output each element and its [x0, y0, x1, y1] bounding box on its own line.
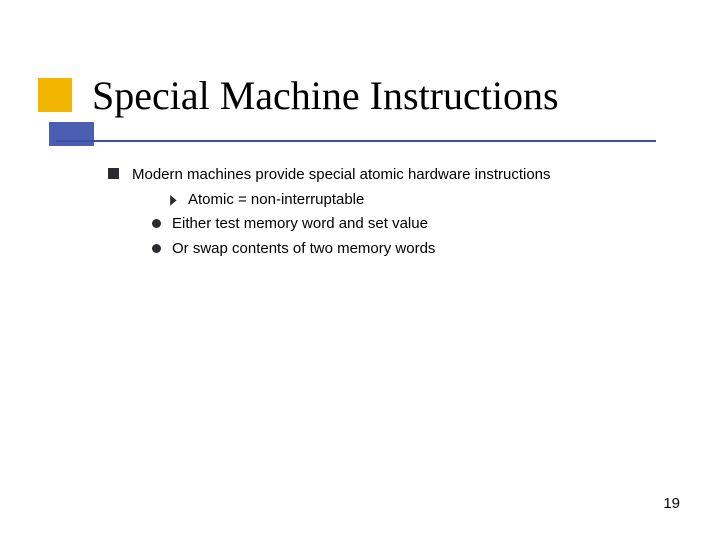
- square-bullet-icon: [108, 168, 119, 179]
- bullet-sub-arrow-text: Atomic = non-interruptable: [188, 191, 364, 208]
- title-underline: [56, 140, 656, 142]
- bullet-sub-circle-1-text: Either test memory word and set value: [172, 215, 428, 232]
- bullet-sub-circle-2: Or swap contents of two memory words: [108, 238, 668, 261]
- circle-bullet-icon: [152, 244, 161, 253]
- arrow-bullet-icon: ▶: [170, 189, 176, 210]
- bullet-sub-arrow: ▶ Atomic = non-interruptable: [108, 189, 668, 212]
- bullet-sub-circle-2-text: Or swap contents of two memory words: [172, 240, 435, 257]
- bullet-main: Modern machines provide special atomic h…: [108, 164, 668, 187]
- blue-rectangle: [49, 122, 94, 146]
- title-decoration: [38, 78, 94, 146]
- circle-bullet-icon: [152, 219, 161, 228]
- bullet-main-text: Modern machines provide special atomic h…: [132, 166, 551, 183]
- slide-title: Special Machine Instructions: [92, 72, 559, 119]
- yellow-square: [38, 78, 72, 112]
- bullet-sub-circle-1: Either test memory word and set value: [108, 213, 668, 236]
- page-number: 19: [663, 495, 680, 512]
- slide-content: Modern machines provide special atomic h…: [108, 164, 668, 262]
